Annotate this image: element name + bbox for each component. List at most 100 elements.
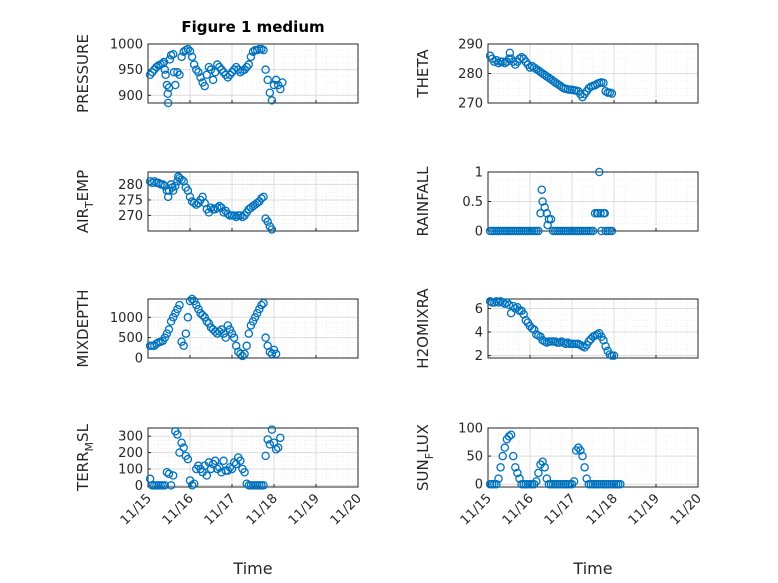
- y-tick-label: 0: [475, 478, 483, 493]
- x-tick-label: 11/19: [626, 491, 663, 528]
- data-point: [231, 62, 241, 72]
- data-point: [257, 300, 266, 310]
- data-point: [160, 333, 170, 342]
- x-tick-label: 11/17: [542, 491, 579, 528]
- data-point: [582, 474, 591, 483]
- data-point: [145, 70, 155, 80]
- data-point: [163, 98, 173, 108]
- y-axis-label: SUNFLUX: [414, 424, 436, 491]
- data-point: [265, 440, 275, 449]
- data-point: [242, 62, 251, 72]
- data-point: [492, 479, 501, 489]
- data-point: [173, 67, 182, 77]
- x-axis-label: Time: [572, 559, 612, 578]
- data-point: [259, 298, 268, 308]
- data-point: [500, 58, 510, 68]
- data-point: [189, 296, 199, 306]
- data-point: [147, 67, 157, 77]
- data-point: [221, 333, 230, 342]
- axes-frame: [147, 298, 359, 359]
- data-point: [185, 46, 195, 56]
- y-tick-label: 270: [458, 97, 483, 112]
- data-point: [515, 474, 524, 483]
- data-point: [231, 212, 241, 222]
- data-point: [588, 226, 598, 236]
- subplot-pressure: 900 950 1000 PRESSURE Figure 1 medium: [74, 18, 359, 113]
- data-point: [225, 325, 235, 334]
- y-tick-label: 2: [475, 349, 483, 364]
- data-series: [145, 294, 281, 361]
- data-point: [215, 201, 224, 211]
- data-point: [246, 52, 256, 62]
- data-point: [223, 321, 233, 330]
- data-point: [595, 167, 604, 177]
- data-point: [263, 217, 272, 226]
- data-point: [502, 298, 512, 307]
- data-point: [187, 294, 197, 304]
- data-point: [538, 197, 547, 206]
- subplot-h2omixra: 2 4 6 H2OMIXRA: [414, 288, 699, 369]
- y-tick-label: 1000: [110, 38, 143, 53]
- data-point: [596, 209, 605, 218]
- data-point: [217, 65, 226, 74]
- data-point: [229, 211, 239, 220]
- data-series: [485, 48, 617, 102]
- x-tick-label: 11/16: [500, 491, 537, 528]
- data-point: [278, 78, 287, 87]
- x-tick-label: 11/15: [458, 491, 495, 528]
- data-point: [569, 477, 579, 486]
- data-point: [185, 296, 195, 306]
- data-point: [261, 333, 270, 342]
- y-axis-label: AIRTEMP: [74, 170, 96, 233]
- y-tick-label: 0: [135, 479, 143, 494]
- data-series: [145, 425, 285, 490]
- data-point: [259, 45, 268, 55]
- data-point: [236, 456, 245, 466]
- data-point: [234, 65, 243, 74]
- data-point: [267, 96, 277, 105]
- data-point: [496, 463, 505, 472]
- y-tick-label: 290: [458, 38, 483, 53]
- x-tick-label: 11/20: [668, 491, 705, 528]
- subplot-sun_flux: 0 50 100 SUNFLUX 11/15 11/16 11/17 11/18 11/19 11…: [414, 422, 705, 579]
- data-point: [244, 329, 254, 338]
- axes-frame: [487, 298, 699, 359]
- data-point: [505, 48, 515, 58]
- data-point: [534, 468, 543, 478]
- data-point: [252, 198, 262, 208]
- data-point: [183, 454, 193, 464]
- data-point: [257, 194, 266, 203]
- data-point: [542, 474, 552, 483]
- data-point: [265, 88, 275, 97]
- y-tick-label: 200: [118, 446, 143, 461]
- data-point: [600, 209, 610, 218]
- data-point: [494, 474, 503, 483]
- x-tick-label: 11/19: [286, 491, 323, 528]
- data-point: [240, 65, 249, 74]
- data-point: [189, 60, 199, 69]
- data-series: [485, 167, 617, 236]
- data-point: [261, 451, 270, 461]
- data-point: [494, 58, 503, 68]
- data-point: [200, 81, 209, 91]
- y-tick-label: 1: [475, 166, 483, 181]
- data-point: [164, 469, 174, 479]
- data-point: [506, 430, 516, 439]
- data-point: [511, 463, 520, 472]
- data-point: [168, 313, 178, 322]
- y-tick-label: 300: [118, 430, 143, 445]
- x-tick-label: 11/15: [118, 491, 155, 528]
- data-point: [500, 443, 510, 452]
- data-point: [202, 471, 212, 480]
- y-tick-label: 50: [466, 450, 483, 465]
- data-point: [158, 180, 167, 189]
- data-point: [171, 308, 180, 318]
- data-point: [175, 300, 184, 310]
- data-series: [145, 44, 287, 108]
- data-point: [538, 457, 547, 466]
- y-tick-label: 900: [118, 89, 143, 104]
- data-point: [546, 214, 556, 224]
- data-point: [508, 301, 518, 311]
- data-point: [248, 317, 258, 326]
